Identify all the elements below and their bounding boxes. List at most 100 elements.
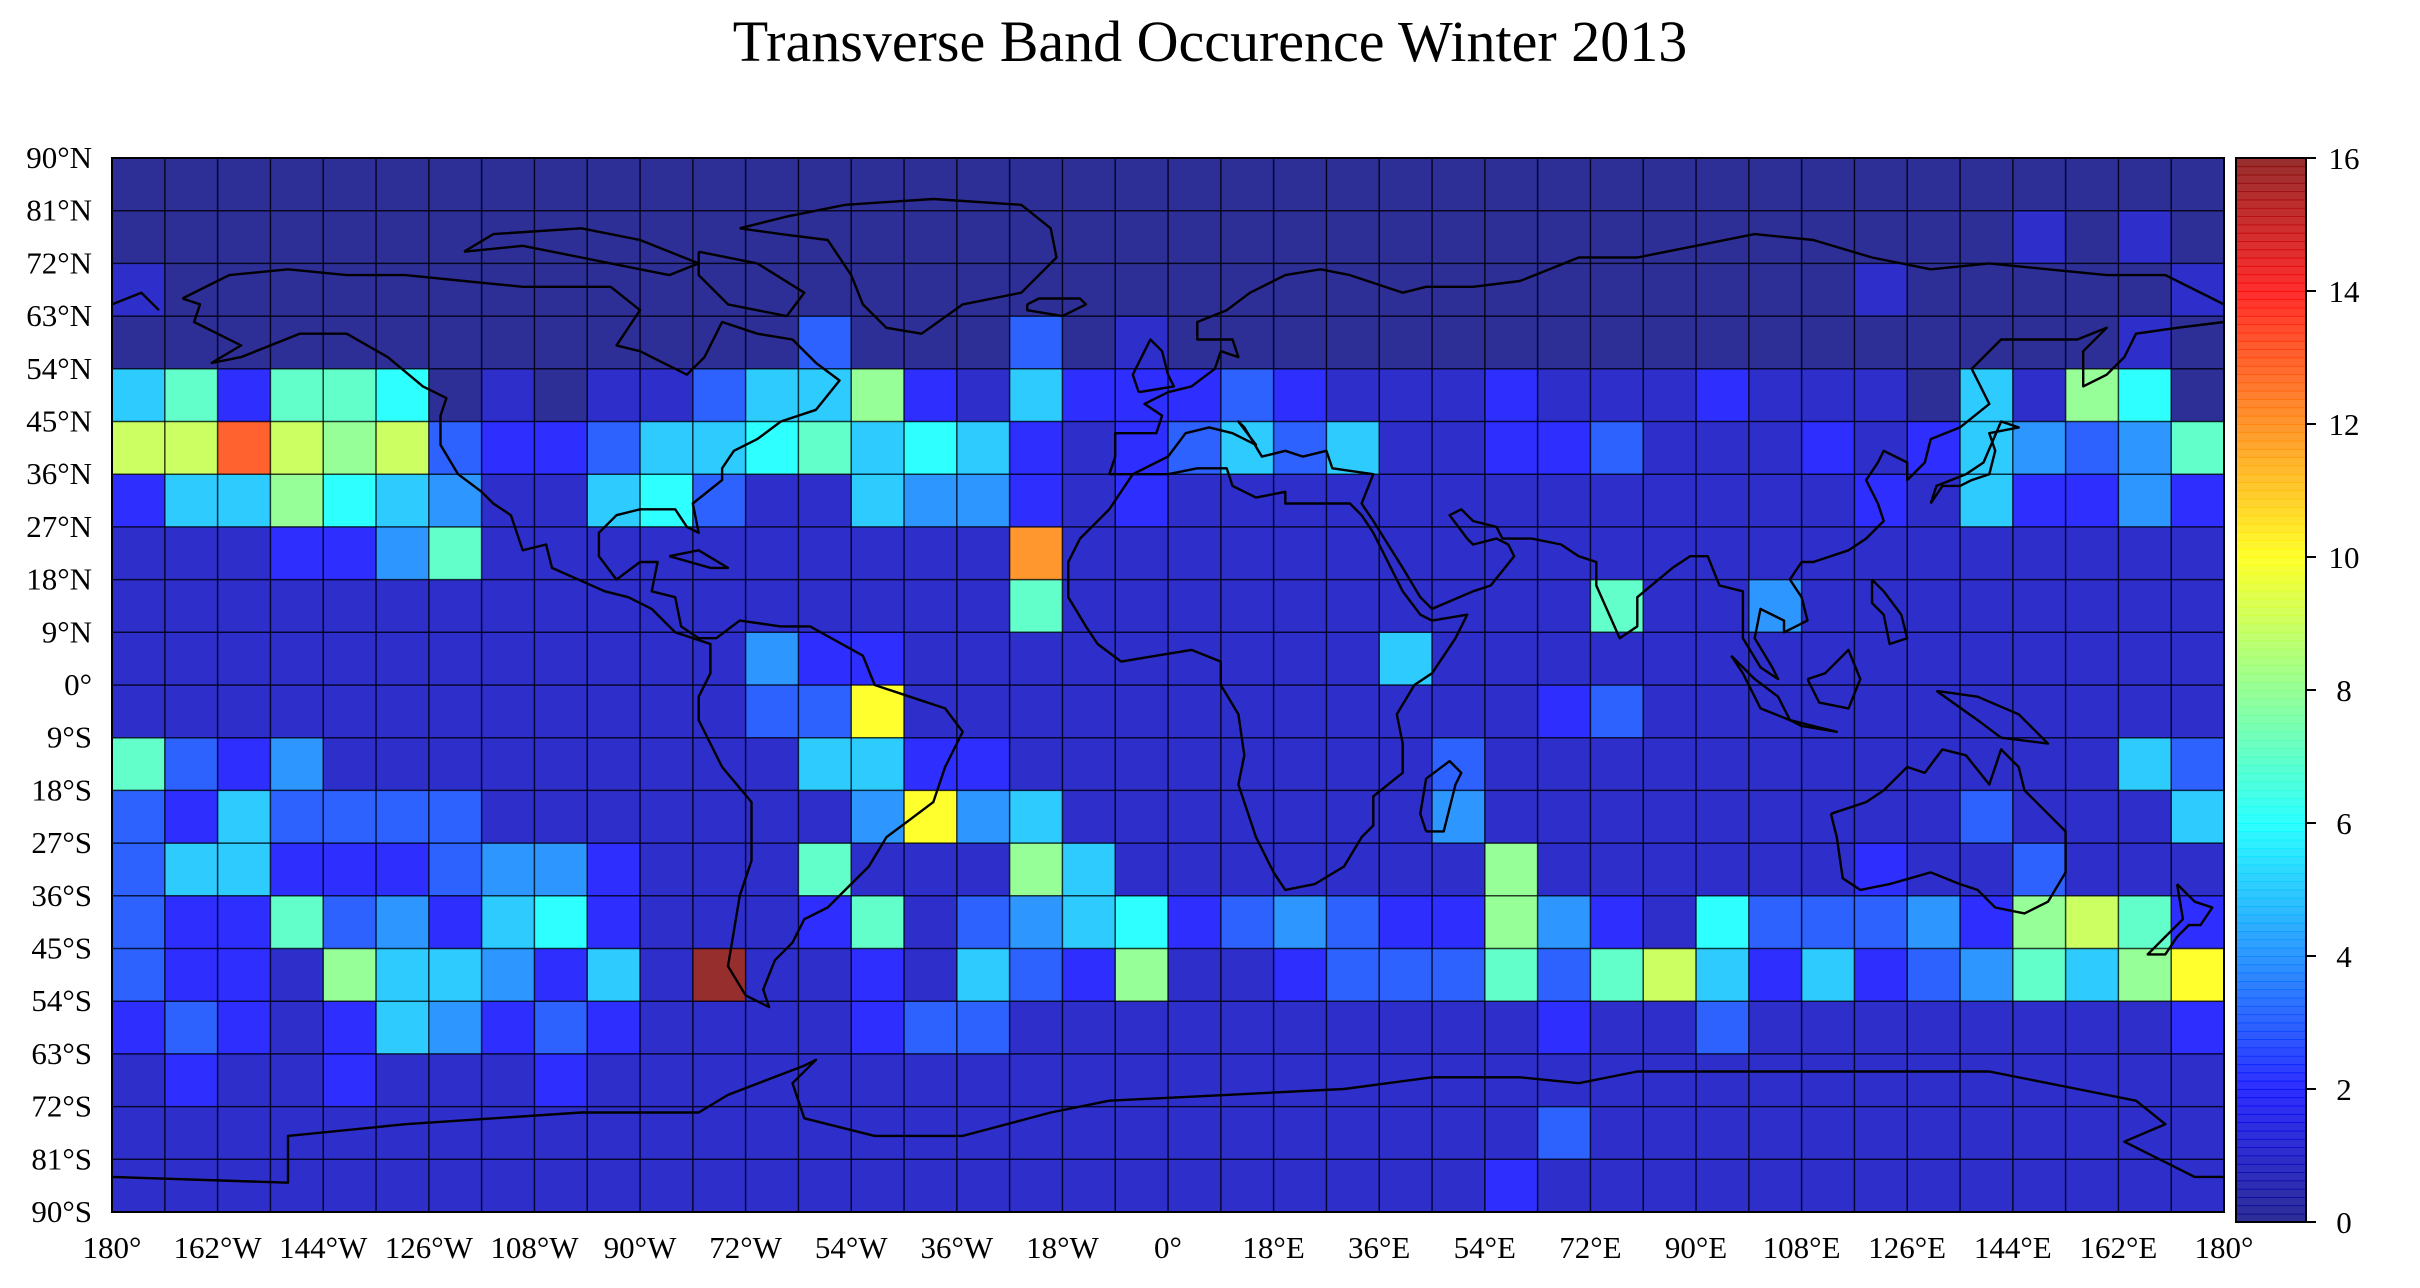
heatmap-cell	[1960, 632, 2014, 686]
heatmap-cell	[1432, 790, 1486, 844]
heatmap-cell	[2012, 685, 2067, 739]
heatmap-cell	[1748, 843, 1803, 897]
heatmap-cell	[1590, 790, 1644, 844]
heatmap-cell	[217, 1106, 271, 1160]
heatmap-cell	[270, 895, 324, 950]
y-tick-label: 72°N	[26, 245, 92, 280]
heatmap-cell	[1643, 474, 1697, 528]
heatmap-cell	[692, 1053, 747, 1108]
heatmap-cell	[2065, 1053, 2119, 1108]
heatmap-cell	[1009, 948, 1063, 1002]
heatmap-cell	[2012, 158, 2067, 212]
heatmap-cell	[1643, 685, 1697, 739]
y-tick-label: 0°	[64, 667, 92, 702]
heatmap-cell	[481, 948, 535, 1002]
heatmap-cell	[2065, 474, 2119, 528]
heatmap-cell	[270, 790, 324, 844]
heatmap-cell	[534, 843, 588, 897]
heatmap-cell	[692, 1106, 747, 1160]
y-tick-label: 45°N	[26, 404, 92, 439]
heatmap-cell	[1220, 790, 1275, 844]
heatmap-cell	[1379, 210, 1433, 264]
heatmap-cell	[640, 685, 694, 739]
heatmap-cell	[1696, 368, 1750, 423]
heatmap-cell	[2012, 1001, 2067, 1055]
heatmap-cell	[376, 737, 430, 791]
heatmap-cell	[1590, 948, 1644, 1002]
heatmap-cell	[1854, 421, 1908, 475]
heatmap-cell	[640, 948, 694, 1002]
heatmap-cell	[376, 316, 430, 370]
heatmap-cell	[1273, 526, 1327, 581]
colorbar-segment	[2236, 1097, 2306, 1107]
heatmap-cell	[217, 685, 271, 739]
colorbar-segment	[2236, 399, 2306, 409]
heatmap-cell	[1801, 316, 1855, 370]
heatmap-cell	[1643, 737, 1697, 791]
heatmap-cell	[1168, 316, 1222, 370]
heatmap-cell	[112, 685, 166, 739]
colorbar-segment	[2236, 598, 2306, 608]
heatmap-cell	[1220, 632, 1275, 686]
heatmap-cell	[1009, 632, 1063, 686]
heatmap-cell	[1273, 790, 1327, 844]
heatmap-cell	[1432, 526, 1486, 581]
heatmap-cell	[851, 1053, 905, 1108]
colorbar-tick-label: 4	[2336, 939, 2352, 974]
heatmap-cell	[1854, 263, 1908, 317]
heatmap-cell	[1748, 685, 1803, 739]
colorbar-segment	[2236, 440, 2306, 450]
heatmap-cell	[1696, 263, 1750, 317]
heatmap-cell	[1168, 948, 1222, 1002]
heatmap-cell	[1115, 210, 1169, 264]
heatmap-cell	[2118, 737, 2172, 791]
heatmap-cell	[798, 579, 852, 633]
heatmap-cell	[904, 843, 958, 897]
coastline-overlay	[111, 197, 2225, 1184]
heatmap-cell	[1590, 368, 1644, 423]
heatmap-cell	[1537, 843, 1591, 897]
heatmap-cell	[692, 263, 747, 317]
heatmap-cell	[1379, 421, 1433, 475]
heatmap-cell	[904, 421, 958, 475]
heatmap-cell	[745, 948, 799, 1002]
heatmap-cell	[1379, 737, 1433, 791]
colorbar-segment	[2236, 340, 2306, 350]
heatmap-cell	[904, 368, 958, 423]
x-tick-label: 36°W	[920, 1230, 993, 1265]
heatmap-cell	[1854, 368, 1908, 423]
heatmap-cell	[112, 1159, 166, 1213]
colorbar-segment	[2236, 557, 2306, 567]
heatmap-cell	[1748, 1053, 1803, 1108]
colorbar-segment	[2236, 448, 2306, 459]
colorbar-segment	[2236, 241, 2306, 251]
colorbar-segment	[2236, 731, 2306, 741]
heatmap-cell	[1432, 632, 1486, 686]
heatmap-cell	[1009, 685, 1063, 739]
heatmap-cell	[745, 1001, 799, 1055]
heatmap-cell	[112, 421, 166, 475]
x-tick-label: 90°E	[1665, 1230, 1727, 1265]
heatmap-cell	[745, 1053, 799, 1108]
heatmap-cell	[1854, 790, 1908, 844]
heatmap-cell	[2012, 1106, 2067, 1160]
heatmap-cell	[851, 632, 905, 686]
colorbar-segment	[2236, 1072, 2306, 1082]
heatmap-cell	[745, 1106, 799, 1160]
coastline	[1935, 689, 2050, 745]
heatmap-cell	[1326, 210, 1380, 264]
heatmap-cell	[1643, 948, 1697, 1002]
heatmap-cell	[1484, 158, 1539, 212]
heatmap-cell	[376, 843, 430, 897]
heatmap-cell	[1062, 1001, 1116, 1055]
colorbar-segment	[2236, 307, 2306, 317]
colorbar-segment	[2236, 573, 2306, 583]
x-tick-label: 162°W	[174, 1230, 263, 1265]
heatmap-cell	[956, 895, 1011, 950]
heatmap-cell	[534, 474, 588, 528]
heatmap-cell	[640, 421, 694, 475]
heatmap-cell	[164, 790, 219, 844]
heatmap-cell	[851, 474, 905, 528]
heatmap-cell	[1537, 263, 1591, 317]
heatmap-cell	[376, 158, 430, 212]
